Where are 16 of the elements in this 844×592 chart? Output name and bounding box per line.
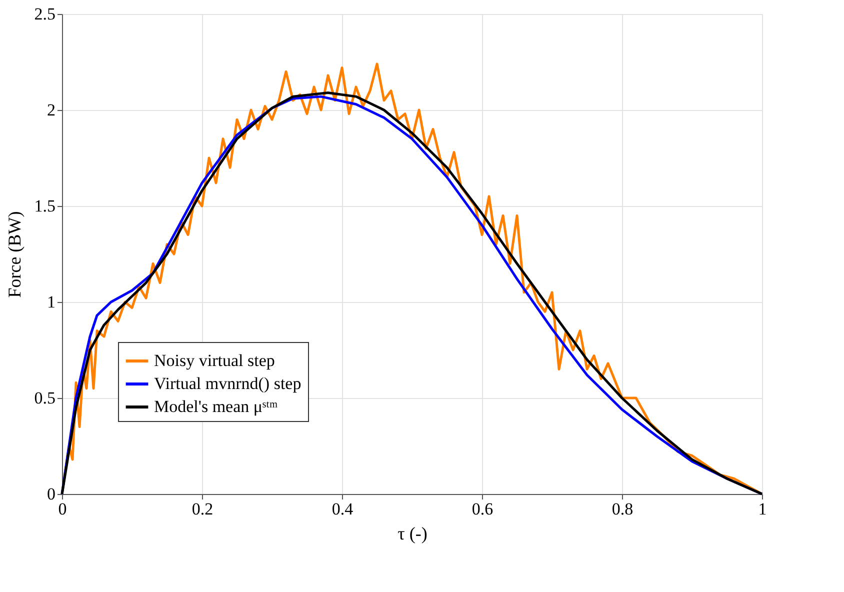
- legend-label: Virtual mvnrnd() step: [154, 374, 302, 393]
- y-tick-label: 2.5: [34, 4, 56, 24]
- y-tick-label: 0: [47, 484, 56, 504]
- x-axis-title: τ (-): [398, 524, 428, 544]
- y-axis-title: Force (BW): [4, 211, 24, 298]
- x-tick-label: 0.4: [332, 500, 354, 518]
- x-tick-label: 0.6: [472, 500, 494, 518]
- y-tick-label: 2: [47, 100, 56, 120]
- y-tick-label: 1: [47, 292, 56, 312]
- y-tick-label: 0.5: [34, 388, 56, 408]
- x-tick-label: 0.8: [612, 500, 634, 518]
- y-tick-label: 1.5: [34, 196, 56, 216]
- legend-label: Model's mean μˢᵗᵐ: [154, 397, 278, 416]
- legend-label: Noisy virtual step: [154, 351, 275, 370]
- x-tick-label: 0.2: [192, 500, 214, 518]
- x-tick-label: 1: [758, 500, 767, 518]
